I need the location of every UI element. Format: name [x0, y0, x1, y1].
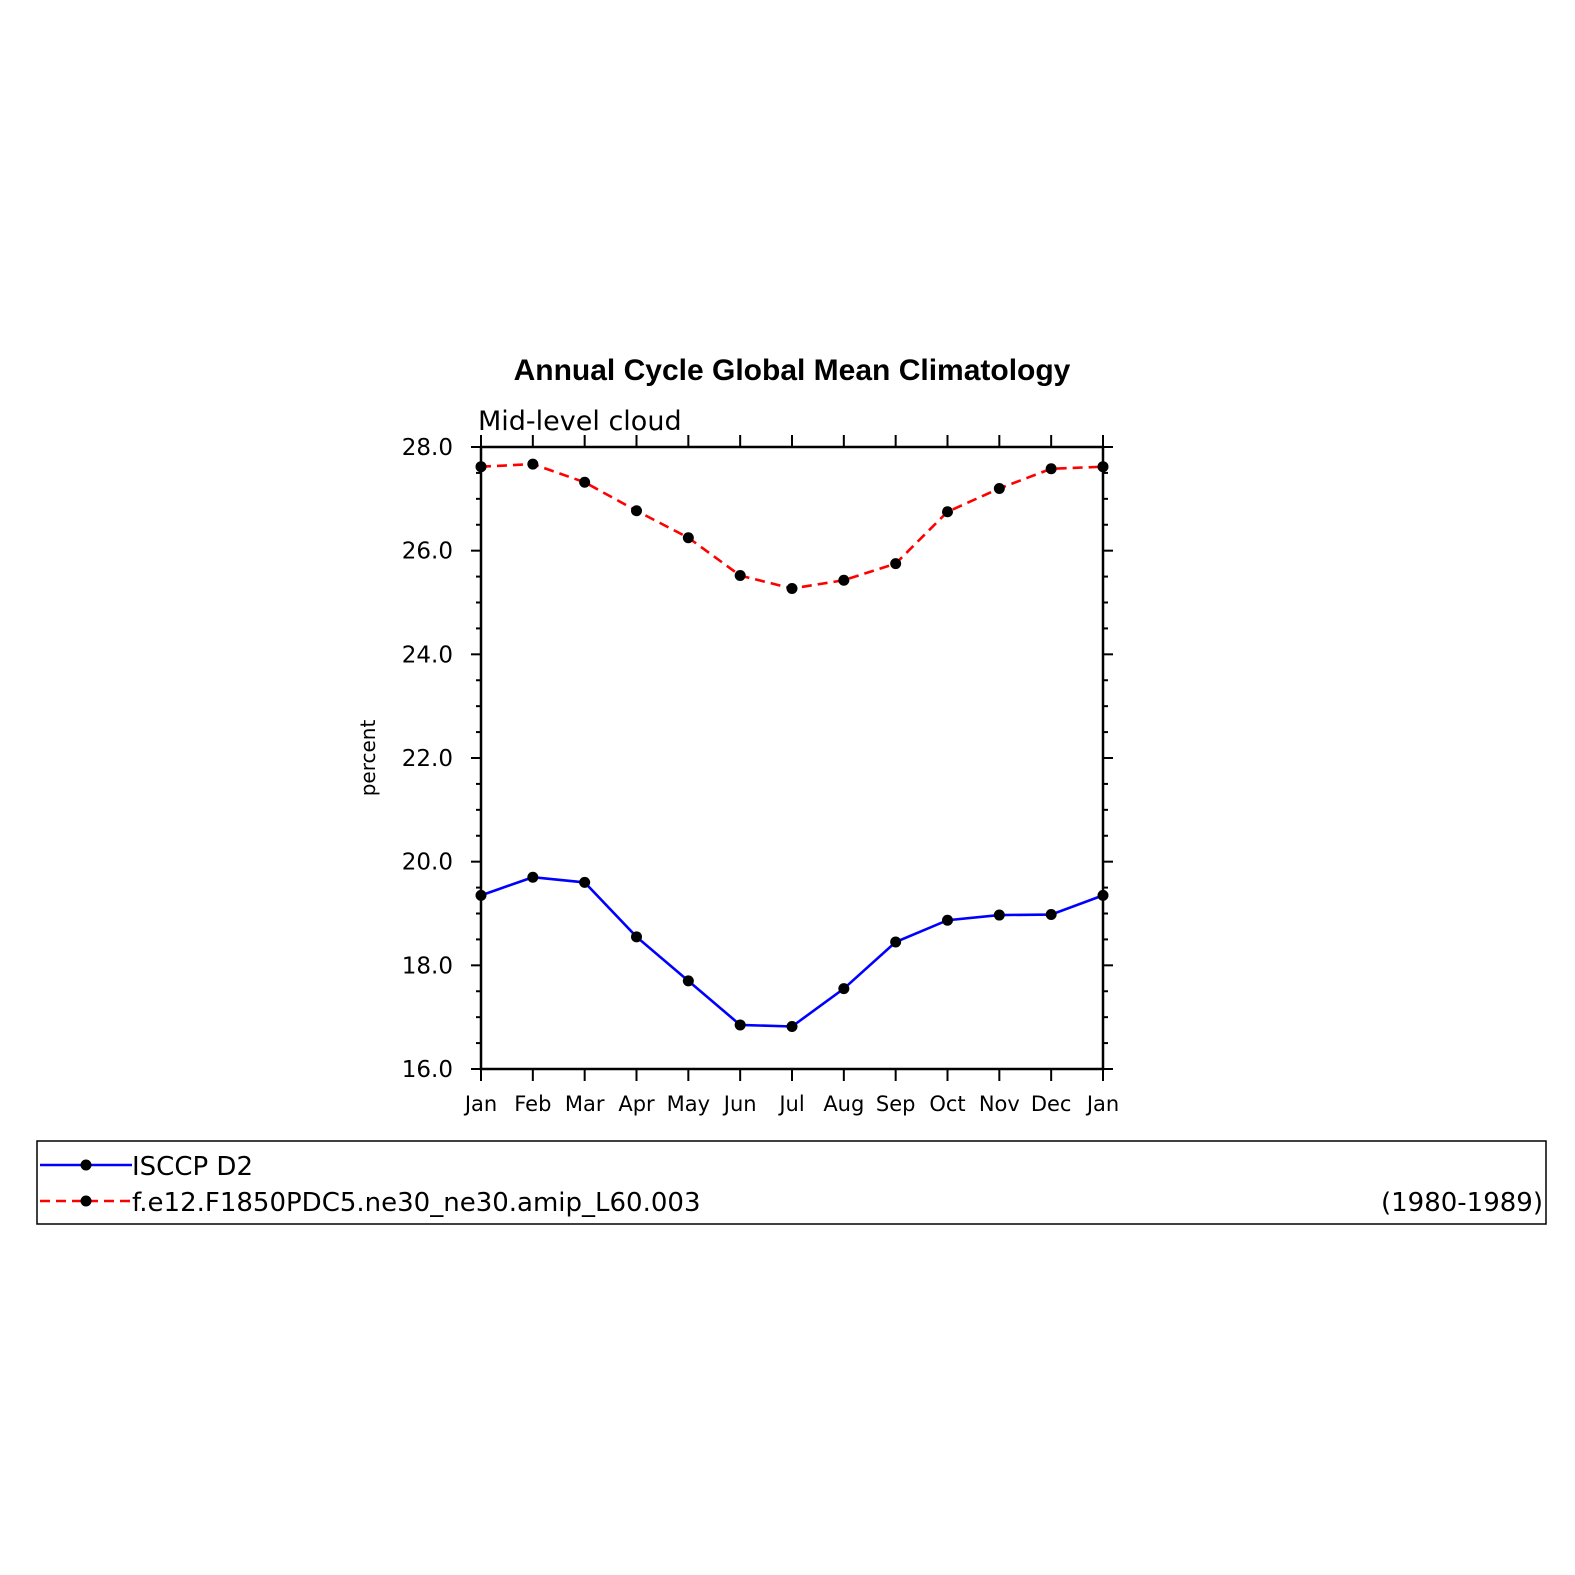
x-tick-label: Jan	[1085, 1092, 1119, 1116]
axes: 16.0 18.0 20.0 22.0 24.0 26.0 28.0 Jan Feb Mar Apr…	[402, 435, 1119, 1116]
data-point	[1097, 461, 1109, 473]
data-point	[993, 482, 1005, 494]
y-tick-label: 26.0	[402, 539, 453, 565]
data-point	[838, 983, 850, 995]
data-point	[1045, 909, 1057, 921]
data-point	[993, 909, 1005, 921]
x-tick-label: Dec	[1031, 1092, 1072, 1116]
legend: (1980-1989) ISCCP D2 f.e12.F1850PDC5.ne30…	[36, 1140, 1547, 1225]
legend-marker	[80, 1195, 92, 1207]
x-tick-label: Aug	[823, 1092, 864, 1116]
y-tick-label: 22.0	[402, 746, 453, 772]
y-tick-label: 28.0	[402, 435, 453, 461]
x-tick-label: Mar	[565, 1092, 605, 1116]
y-tick-label: 20.0	[402, 850, 453, 876]
data-point	[734, 1019, 746, 1031]
chart-title: Annual Cycle Global Mean Climatology	[514, 354, 1071, 387]
data-point	[475, 889, 487, 901]
legend-period-note: (1980-1989)	[1381, 1188, 1543, 1218]
plot-series	[475, 458, 1109, 1032]
legend-marker	[80, 1159, 92, 1171]
data-point	[631, 505, 642, 517]
y-tick-label: 18.0	[402, 953, 453, 979]
x-tick-label: Oct	[929, 1092, 965, 1116]
x-tick-label: Nov	[979, 1092, 1020, 1116]
legend-label: ISCCP D2	[132, 1152, 253, 1182]
legend-label: f.e12.F1850PDC5.ne30_ne30.amip_L60.003	[132, 1188, 700, 1218]
x-tick-label: Apr	[618, 1092, 655, 1116]
data-point	[942, 506, 953, 518]
series-line-model-run	[480, 462, 1104, 590]
data-point	[682, 975, 694, 987]
legend-box	[36, 1140, 1547, 1225]
data-point	[631, 931, 642, 943]
x-tick-label: Feb	[514, 1092, 551, 1116]
data-point	[579, 476, 591, 488]
data-point	[890, 558, 902, 570]
y-axis-label: percent	[356, 720, 380, 797]
y-tick-label: 24.0	[402, 642, 453, 668]
y-tick-label: 16.0	[402, 1057, 453, 1083]
x-tick-label: Sep	[876, 1092, 916, 1116]
data-point	[527, 871, 539, 883]
data-point	[682, 532, 694, 544]
data-point	[890, 936, 902, 948]
data-point	[838, 574, 850, 586]
x-tick-label: May	[667, 1092, 710, 1116]
data-point	[786, 583, 798, 595]
chart-subtitle: Mid-level cloud	[478, 406, 682, 437]
x-tick-label: Jul	[777, 1092, 804, 1116]
x-tick-label: Jun	[722, 1092, 757, 1116]
x-tick-label: Jan	[463, 1092, 497, 1116]
data-point	[942, 914, 953, 926]
data-point	[1045, 463, 1057, 475]
data-point	[1097, 889, 1109, 901]
data-point	[734, 570, 746, 582]
data-point	[579, 876, 591, 888]
plot-frame	[479, 445, 1105, 1071]
series-line-isccp-d2	[480, 875, 1104, 1028]
data-point	[475, 461, 487, 473]
data-point	[527, 458, 539, 470]
data-point	[786, 1020, 798, 1032]
